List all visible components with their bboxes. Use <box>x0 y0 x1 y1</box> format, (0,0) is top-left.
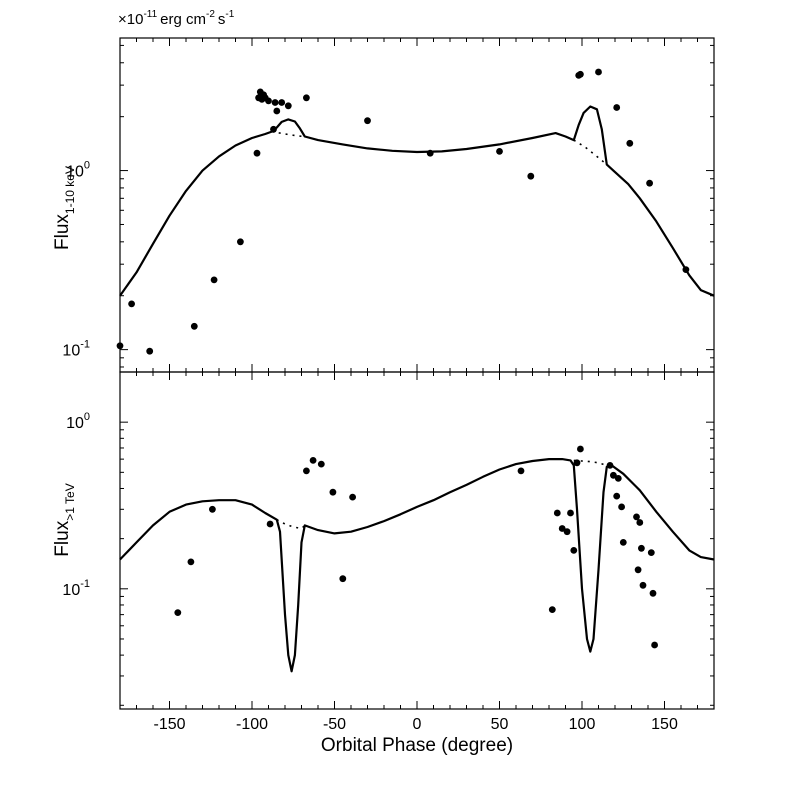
top-data-point <box>577 70 584 78</box>
top-panel: 100 10-1 ×10-11 erg cm-2 s-1 Flux1-10 keV <box>52 9 715 373</box>
x-tick-label: -50 <box>323 716 346 733</box>
bot-data-point <box>610 471 617 479</box>
top-data-point <box>613 104 621 111</box>
bot-data-point <box>573 459 581 467</box>
bot-data-point <box>577 445 584 453</box>
x-axis-label: Orbital Phase (degree) <box>321 735 513 756</box>
top-data-point <box>253 149 261 157</box>
top-data-point <box>271 99 279 106</box>
bot-data-point <box>553 509 561 517</box>
bot-data-point <box>174 609 182 616</box>
bot-data-point <box>309 457 317 464</box>
bot-data-point <box>639 581 647 589</box>
top-data-point <box>646 179 653 187</box>
top-data-point <box>146 347 154 355</box>
x-tick-label: -100 <box>236 716 268 733</box>
bot-data-point <box>570 547 578 554</box>
top-data-point <box>303 94 310 102</box>
x-tick-label: 50 <box>491 716 509 733</box>
x-tick-label: -150 <box>153 716 185 733</box>
y-tick-label: 100 <box>66 160 90 181</box>
bot-data-point <box>636 519 644 526</box>
top-data-point <box>364 117 371 125</box>
bot-data-point <box>634 566 642 574</box>
bot-model-curve <box>119 458 715 673</box>
y-tick-label: 10-1 <box>62 578 90 599</box>
bot-data-point <box>548 606 556 613</box>
top-plot-frame <box>119 37 715 373</box>
top-dotted-segment-1 <box>573 139 608 166</box>
bot-data-point <box>614 475 622 482</box>
bot-data-point <box>558 525 566 532</box>
top-data-point <box>210 276 218 284</box>
bot-data-point <box>563 528 571 536</box>
bot-data-point <box>317 460 325 468</box>
bottom-data-points <box>174 445 658 649</box>
top-data-point <box>626 139 634 147</box>
bottom-y-axis-label: Flux>1 TeV <box>52 483 77 556</box>
top-data-points <box>116 68 690 355</box>
bot-data-point <box>266 520 274 528</box>
bottom-dotted-curves <box>276 459 608 530</box>
bot-data-point <box>651 641 658 649</box>
x-tick-label: 150 <box>651 716 678 733</box>
bot-data-point <box>303 467 310 475</box>
top-axis-ticks <box>119 38 715 372</box>
x-tick-label: 100 <box>569 716 596 733</box>
top-data-point <box>426 149 434 157</box>
top-data-point <box>128 300 136 308</box>
bot-data-point <box>339 575 347 583</box>
top-data-point <box>527 172 535 180</box>
bot-data-point <box>647 549 655 556</box>
top-data-point <box>273 107 281 115</box>
bot-dotted-segment-0 <box>276 518 306 530</box>
bot-data-point <box>567 509 574 517</box>
top-data-point <box>237 238 244 246</box>
y-tick-label: 10-1 <box>62 339 90 360</box>
bottom-model-curve-group <box>119 458 715 673</box>
bottom-ytick-labels: 100 10-1 <box>62 411 90 599</box>
bot-data-point <box>649 589 657 597</box>
top-data-point <box>278 99 286 106</box>
top-unit-label: ×10-11 erg cm-2 s-1 <box>118 9 235 28</box>
top-data-point <box>682 266 690 273</box>
bot-data-point <box>187 558 195 566</box>
bot-data-point <box>209 505 216 513</box>
top-data-point <box>284 102 292 110</box>
top-dotted-curves <box>271 130 608 166</box>
bot-data-point <box>619 539 627 546</box>
bot-data-point <box>638 544 645 552</box>
top-data-point <box>270 125 277 133</box>
x-tick-label: 0 <box>413 716 422 733</box>
top-dotted-segment-0 <box>271 130 305 138</box>
top-data-point <box>595 68 602 76</box>
bot-data-point <box>517 467 525 475</box>
bot-data-point <box>613 492 621 500</box>
top-data-point <box>496 148 503 155</box>
top-data-point <box>190 322 198 330</box>
bottom-axis-ticks <box>119 371 715 709</box>
top-model-curve <box>119 105 715 297</box>
x-tick-labels: -150 -100 -50 0 50 100 150 <box>153 716 677 733</box>
top-ytick-labels: 100 10-1 <box>62 160 90 360</box>
bot-data-point <box>618 503 625 511</box>
bot-data-point <box>349 493 356 501</box>
top-y-axis-label: Flux1-10 keV <box>52 166 77 250</box>
bot-data-point <box>606 462 614 469</box>
top-model-curve-group <box>119 105 715 297</box>
bot-data-point <box>633 513 640 521</box>
top-data-point <box>265 97 272 105</box>
y-tick-label: 100 <box>66 411 90 432</box>
bot-data-point <box>329 488 337 496</box>
